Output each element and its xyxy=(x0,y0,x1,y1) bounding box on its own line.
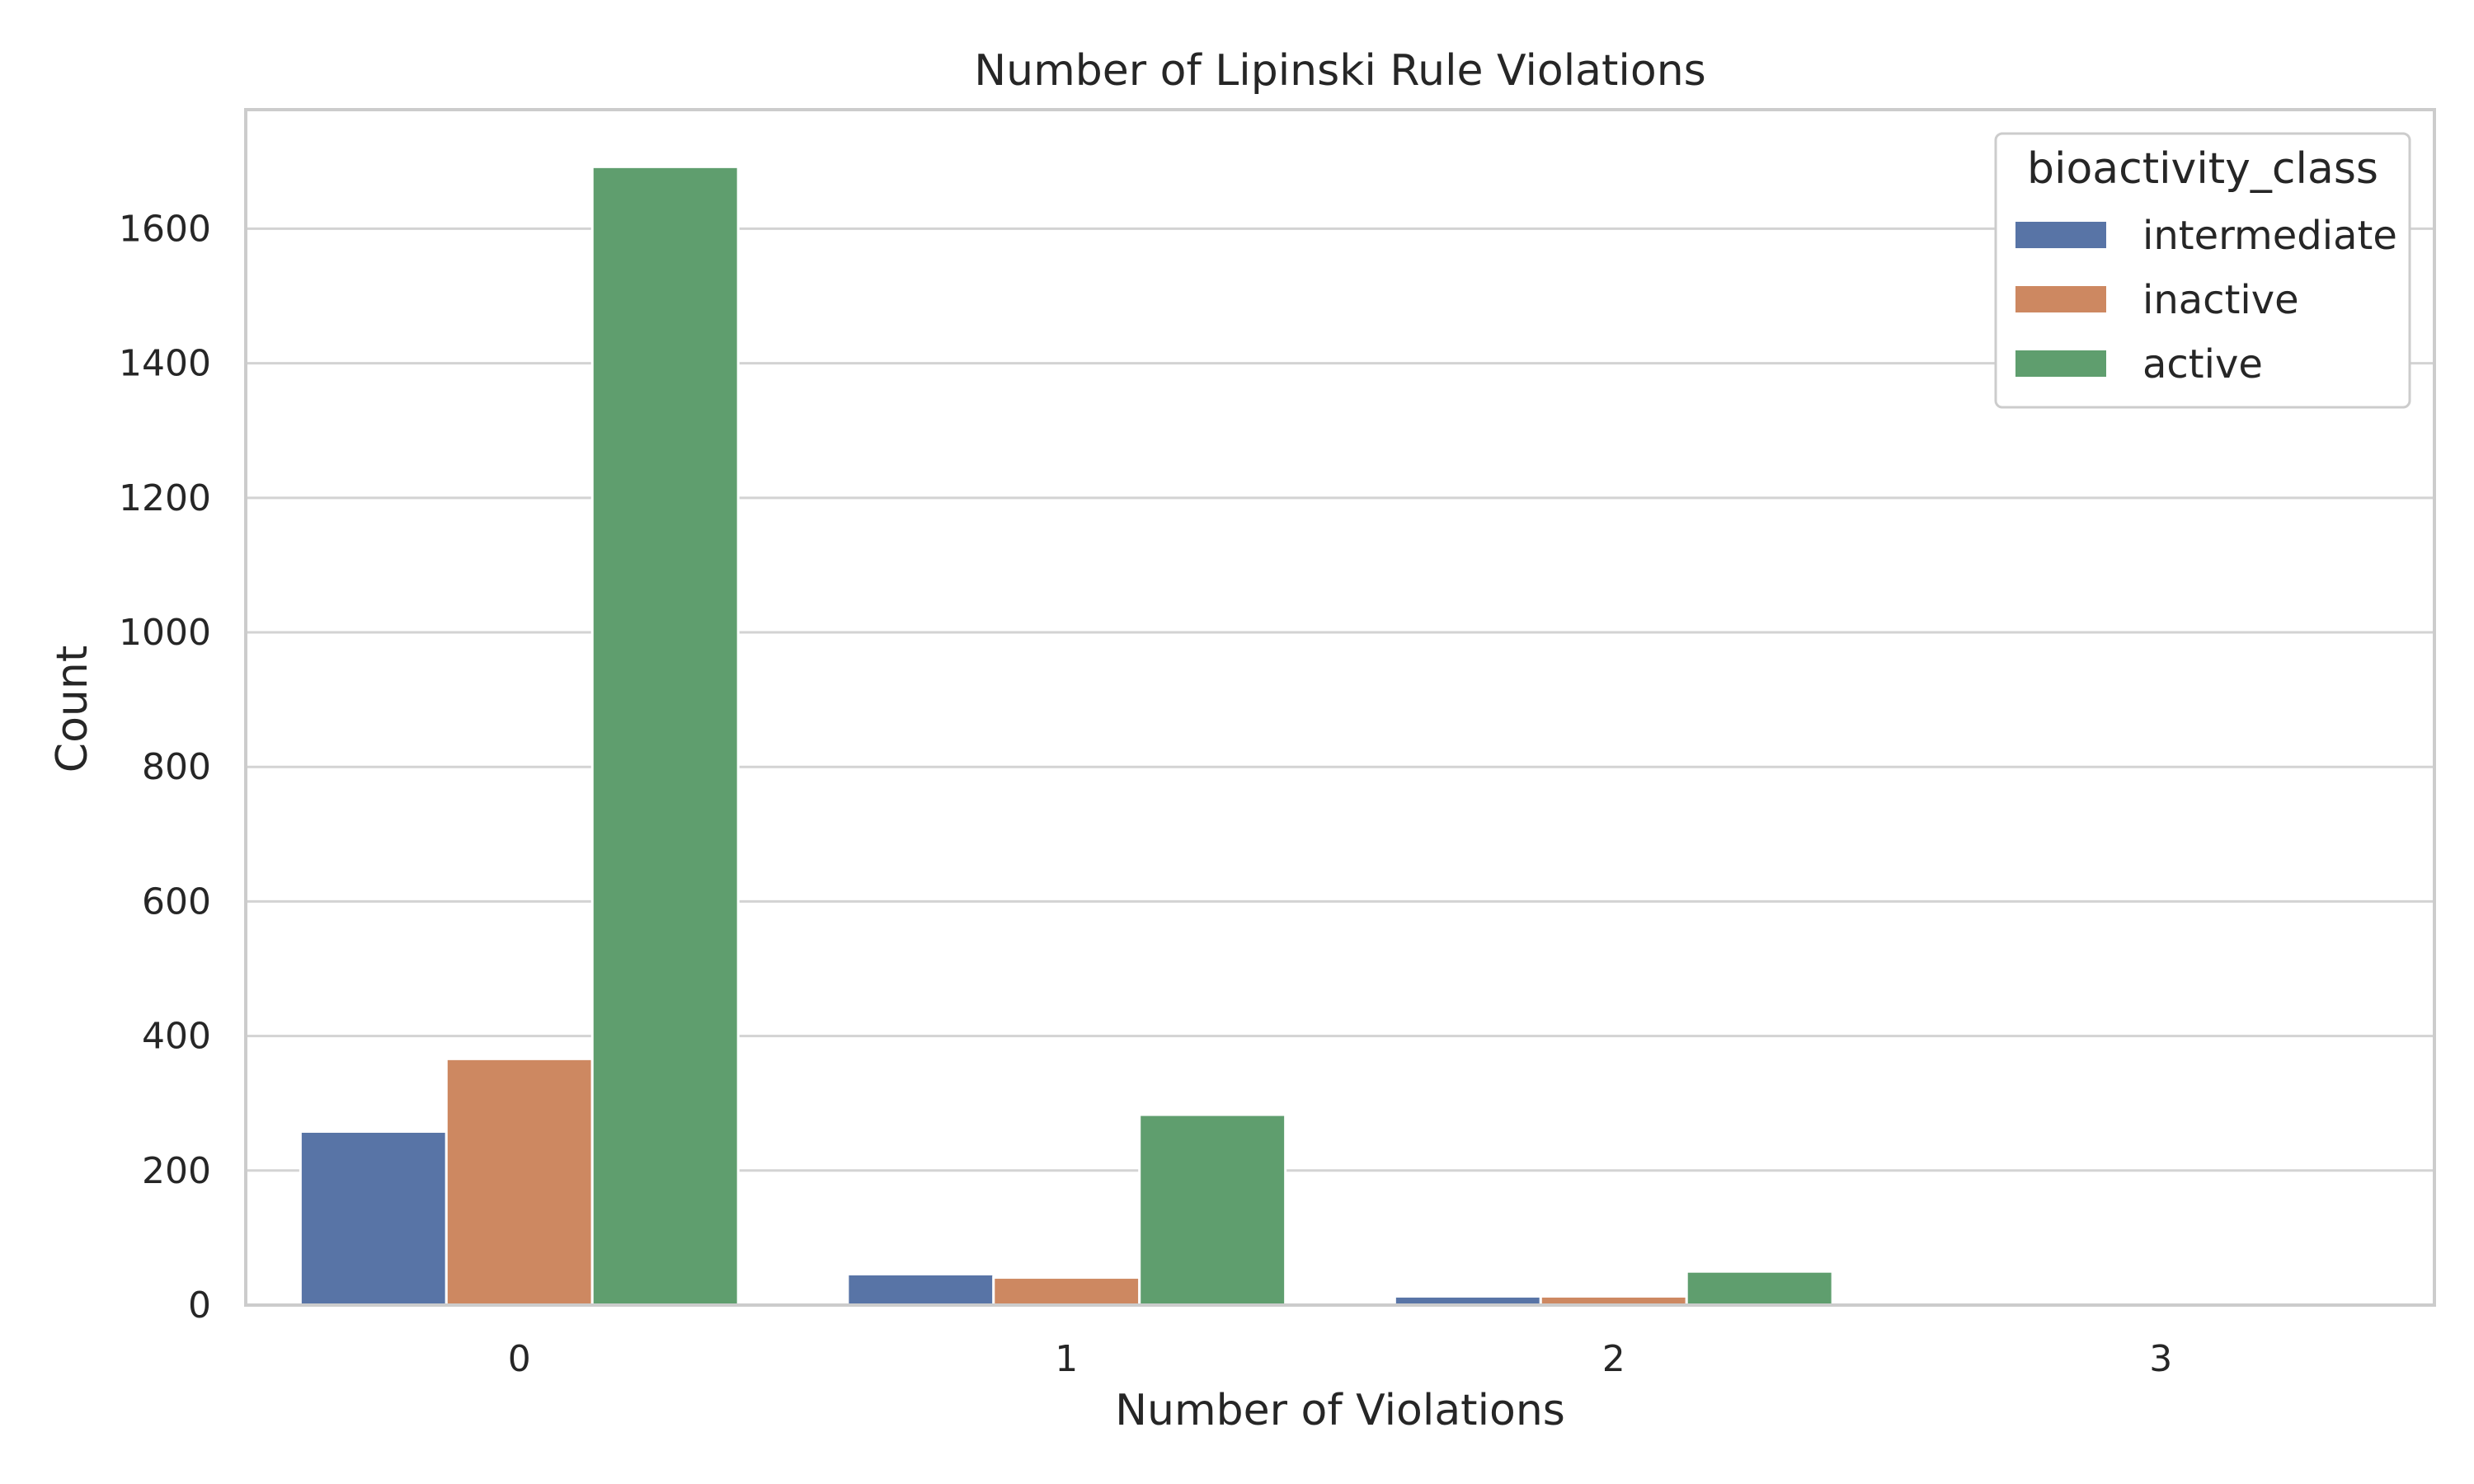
legend-swatch xyxy=(2015,350,2106,377)
y-tick-label: 1600 xyxy=(119,208,211,250)
legend-item-active: active xyxy=(2015,341,2263,387)
legend-title: bioactivity_class xyxy=(2027,144,2378,194)
legend-item-intermediate: intermediate xyxy=(2015,213,2397,259)
y-tick-label: 200 xyxy=(142,1150,211,1192)
bar-inactive-0 xyxy=(444,1057,594,1307)
y-tick-label: 0 xyxy=(188,1284,211,1327)
bar-intermediate-1 xyxy=(846,1272,995,1307)
legend-swatch xyxy=(2015,286,2106,312)
x-tick-label: 1 xyxy=(1055,1338,1078,1380)
y-tick-label: 1400 xyxy=(119,343,211,385)
bar-active-1 xyxy=(1138,1113,1287,1307)
x-tick-label: 3 xyxy=(2149,1338,2172,1380)
y-axis-ticks: 0 200 400 600 800 1000 1200 1400 1600 xyxy=(119,208,211,1327)
legend-label: intermediate xyxy=(2142,213,2397,259)
x-tick-label: 2 xyxy=(1602,1338,1625,1380)
legend: bioactivity_class intermediate inactive ac… xyxy=(1994,132,2411,409)
x-axis-ticks: 0 1 2 3 xyxy=(508,1338,2173,1380)
bar-inactive-1 xyxy=(992,1276,1141,1307)
legend-label: inactive xyxy=(2142,277,2299,323)
legend-label: active xyxy=(2142,341,2263,387)
x-tick-label: 0 xyxy=(508,1338,531,1380)
legend-item-inactive: inactive xyxy=(2015,277,2299,323)
y-tick-label: 400 xyxy=(142,1016,211,1058)
bars xyxy=(299,165,2382,1307)
chart-title: Number of Lipinski Rule Violations xyxy=(974,46,1706,96)
bar-active-0 xyxy=(590,165,740,1307)
legend-box xyxy=(1994,132,2411,409)
legend-items: intermediate inactive active xyxy=(2015,213,2397,387)
x-axis-label: Number of Violations xyxy=(1115,1386,1565,1435)
bar-active-2 xyxy=(1685,1270,1834,1307)
y-tick-label: 1200 xyxy=(119,477,211,519)
y-axis-label: Count xyxy=(48,646,97,773)
y-tick-label: 600 xyxy=(142,881,211,923)
legend-swatch xyxy=(2015,222,2106,248)
bar-intermediate-0 xyxy=(299,1129,448,1307)
y-tick-label: 1000 xyxy=(119,612,211,654)
y-tick-label: 800 xyxy=(142,746,211,788)
plot-frame xyxy=(244,108,2436,1307)
